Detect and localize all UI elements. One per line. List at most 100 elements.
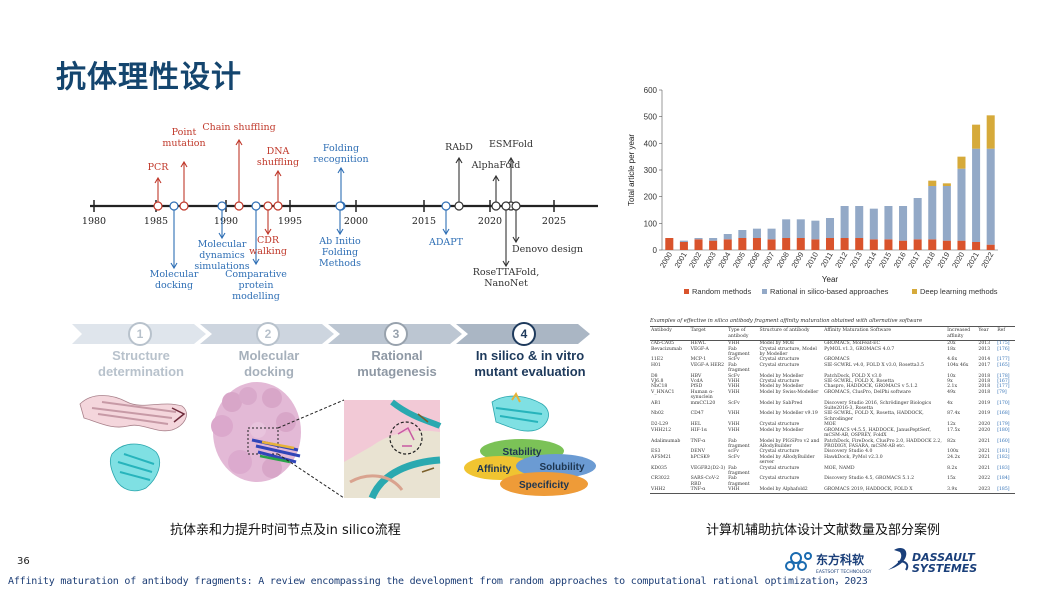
dassault-line1: DASSAULT [912,551,976,564]
table-cell: PfSD [690,384,703,390]
bar-2-2019 [942,183,951,186]
table-cell[interactable]: [168] [997,411,1010,417]
table-cell[interactable]: [176] [997,346,1010,352]
bar-1-2007 [767,228,776,240]
bar-0-2022 [986,244,995,250]
table-cell: VEGF-A [690,346,709,352]
table-cell: 2018 [978,389,991,395]
table-cell[interactable]: [178] [997,373,1010,379]
table-cell: VHH [728,379,740,385]
table-cell: AFSM21 [651,454,672,460]
x-tick-label: 2004 [716,251,732,270]
dassault-line2: SYSTEMES [912,562,977,575]
table-cell[interactable]: [185] [996,487,1015,494]
timeline-node [454,201,464,211]
table-cell: SIE-SCWRL, FOLD X, Rosetta, HADDOCK, Sch… [824,411,924,422]
bar-0-2017 [913,239,922,250]
timeline-above-3-label: DNA [267,146,290,157]
bar-1-2015 [884,206,893,240]
table-cell: Human α-synuclein [690,389,714,401]
timeline-above-5-label: RAbD [445,142,473,153]
x-tick-label: 2010 [804,251,820,270]
legend-swatch-2 [912,289,917,294]
timeline-node [251,201,261,211]
table-cell[interactable]: [167] [997,379,1010,385]
bar-1-2016 [899,206,908,241]
table-cell: TNF-α [690,438,706,444]
timeline-year-label: 2000 [344,216,368,227]
table-cell[interactable]: [170] [997,400,1010,406]
table-cell[interactable]: [180] [997,427,1010,433]
y-tick-label: 100 [644,219,658,228]
y-tick-label: 400 [644,139,658,148]
timeline-arrowhead [235,138,243,146]
table-cell[interactable]: [177] [997,384,1010,390]
timeline-year-label: 1985 [144,216,168,227]
timeline-arrowhead [512,236,520,244]
table-cell[interactable]: [184] [997,476,1010,482]
table-cell: Model by SabPred [759,400,803,406]
table-cell: 104x 46x [947,362,969,368]
timeline-below-3-label: walking [249,246,287,257]
timeline-year-label: 2015 [412,216,436,227]
table-cell: VHH212 [651,427,672,433]
table-cell[interactable]: [179] [997,422,1010,428]
table-cell: 17.5x [947,427,960,433]
table-cell: 4.6x [947,357,958,363]
table-cell: Nb02 [651,411,664,417]
table-cell[interactable]: [182] [997,454,1010,460]
x-tick-label: 2018 [921,251,937,270]
timeline-below-7-label: Denovo design [512,244,583,255]
dongfang-logo: 东方科软 EASTSOFT TECHNOLOGY [785,552,872,575]
timeline-year-label: 2025 [542,216,566,227]
table-row: 11E2 MCP-1 ScFv Crystal structure GROMACS 4.6… [650,357,1015,362]
bar-1-2020 [957,168,966,241]
timeline-above-3-label: shuffling [257,157,299,168]
table-cell[interactable]: [160] [997,438,1010,444]
bar-0-2012 [840,238,849,250]
table-cell: 2018 [978,384,991,390]
table-cell: Model by Modeller [759,427,804,433]
table-row: NbC18 PfSD VHH Model by Modeller Chaspro, HA… [650,384,1015,389]
y-tick-label: 300 [644,166,658,175]
x-tick-label: 2005 [731,251,747,270]
bar-1-2018 [928,186,937,240]
table-cell: H01 [651,362,661,368]
table-cell: 9x [947,379,953,385]
table-cell: Model by Modeller [759,384,804,390]
timeline-above-0-label: PCR [148,162,170,173]
bar-2-2021 [972,124,981,149]
table-cell: 2.1x [947,384,958,390]
table-cell: 2019 [978,411,991,417]
table-row: Adalimumab TNF-α Fab fragment Model by PIGS… [650,439,1015,450]
table-cell: 2021 [978,465,991,471]
table-cell: VHH2 [650,487,690,494]
bar-0-2009 [796,238,805,250]
table-cell[interactable]: [183] [997,465,1010,471]
x-tick-label: 2006 [746,251,762,270]
property-ellipses: Stability Affinity Solubility Specificit… [464,439,596,496]
x-tick-label: 2016 [892,251,908,270]
x-tick-label: 2017 [906,251,922,270]
table-row: V_HNAC1 Human α-synuclein VHH Model by Swis… [650,390,1015,401]
table-cell: 2021 [978,454,991,460]
table-cell[interactable]: [79] [997,389,1007,395]
docking-image [211,382,345,499]
table-header-cell: Affinity Maturation Software [823,325,947,342]
table-cell: 2019 [978,400,991,406]
table-cell: 2020 [978,422,991,428]
table-cell: Fab fragment [728,362,750,374]
table-cell[interactable]: [181] [997,449,1010,455]
step-3-number: 3 [393,327,400,341]
bar-0-2011 [825,238,835,250]
table-cell[interactable]: [175] [997,341,1010,347]
table-row: D2-L29 HEL VHH Crystal structure MOE 12x 2020 [… [650,422,1015,427]
timeline-below-5-label: ADAPT [428,237,464,248]
timeline-arrowhead [337,166,345,174]
table-header-cell: Increased affinity [946,325,978,342]
table-cell[interactable]: [165] [997,362,1010,368]
table-row: Nb02 CD47 VHH Model by Modeller v9.19 SIE-SC… [650,411,1015,422]
caption-left: 抗体亲和力提升时间节点及in silico流程 [170,523,401,538]
table-cell: TNF-α [689,487,728,494]
table-cell[interactable]: [177] [997,357,1010,363]
